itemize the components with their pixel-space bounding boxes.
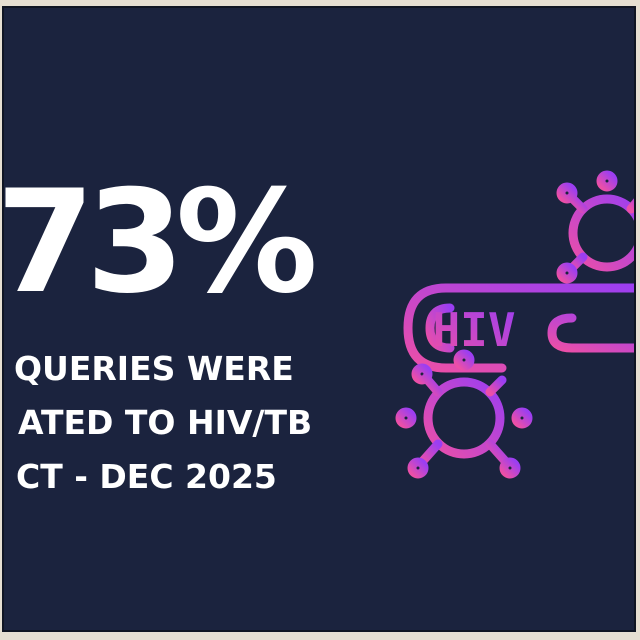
stat-value: 73% [2,160,318,325]
stat-panel: 73% QUERIES WERE ATED TO HIV/TB CT - DEC… [2,6,636,632]
stat-caption-line-2: ATED TO HIV/TB [18,403,313,442]
stat-caption-line-3: CT - DEC 2025 [16,457,277,496]
hiv-test-tube-virus-icon: HIV [395,170,634,479]
hiv-label: HIV [432,303,515,357]
stat-caption-line-1: QUERIES WERE [14,349,294,388]
